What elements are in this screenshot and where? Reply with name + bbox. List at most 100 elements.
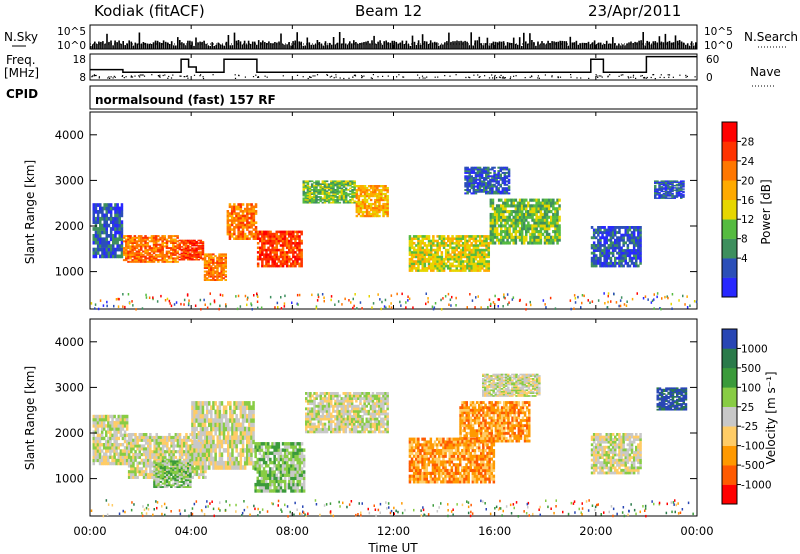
noise-bar: [150, 44, 153, 49]
scatter-cell: [626, 238, 630, 242]
scatter-cell: [478, 177, 482, 180]
scatter-cell: [581, 301, 583, 305]
scatter-cell: [449, 257, 452, 261]
scatter-cell: [107, 417, 110, 422]
scatter-cell: [342, 190, 346, 193]
scatter-cell: [440, 298, 442, 302]
scatter-cell: [212, 270, 215, 273]
scatter-cell: [507, 185, 511, 188]
scatter-cell: [620, 296, 623, 299]
scatter-cell: [656, 197, 659, 199]
scatter-cell: [271, 248, 274, 252]
scatter-cell: [161, 242, 164, 245]
scatter-cell: [164, 455, 167, 459]
scatter-cell: [510, 232, 513, 236]
scatter-cell: [203, 258, 207, 261]
scatter-cell: [349, 196, 352, 198]
scatter-cell: [172, 435, 175, 440]
scatter-cell: [228, 235, 232, 238]
scatter-cell: [161, 236, 164, 239]
scatter-cell: [427, 235, 431, 238]
scatter-cell: [518, 212, 522, 217]
scatter-cell: [250, 221, 253, 224]
scatter-cell: [224, 267, 228, 270]
scatter-cell: [144, 470, 148, 474]
scatter-cell: [199, 248, 203, 251]
scatter-cell: [436, 251, 439, 254]
scatter-cell: [96, 234, 100, 238]
scatter-cell: [323, 198, 327, 201]
scatter-cell: [193, 248, 196, 251]
nave-point: [266, 76, 268, 78]
scatter-cell: [618, 241, 621, 245]
scatter-cell: [246, 223, 249, 227]
scatter-cell: [118, 234, 122, 238]
scatter-cell: [111, 461, 114, 466]
scatter-cell: [96, 436, 100, 441]
scatter-cell: [155, 257, 158, 260]
noise-bar: [158, 42, 161, 49]
scatter-cell: [529, 215, 532, 219]
scatter-cell: [178, 433, 182, 437]
scatter-cell: [230, 212, 234, 215]
scatter-cell: [408, 269, 412, 272]
scatter-cell: [208, 267, 211, 270]
scatter-cell: [512, 230, 516, 234]
noise-bar: [292, 41, 294, 49]
scatter-cell: [321, 183, 325, 186]
noise-bar: [189, 40, 191, 49]
scatter-cell: [235, 223, 238, 227]
scatter-cell: [170, 240, 173, 243]
noise-bar: [401, 40, 404, 49]
scatter-cell: [140, 433, 144, 437]
scatter-cell: [412, 267, 416, 270]
scatter-cell: [478, 178, 482, 181]
nave-point: [151, 74, 153, 76]
scatter-cell: [94, 452, 98, 456]
nave-point: [654, 78, 656, 80]
scatter-cell: [119, 458, 123, 463]
scatter-cell: [361, 204, 365, 208]
scatter-cell: [478, 189, 482, 192]
scatter-cell: [349, 190, 352, 193]
scatter-cell: [495, 187, 498, 190]
scatter-cell: [302, 181, 306, 184]
scatter-cell: [480, 170, 484, 173]
scatter-cell: [138, 438, 142, 442]
scatter-cell: [639, 228, 642, 232]
scatter-cell: [201, 249, 205, 252]
scatter-cell: [224, 265, 228, 268]
noise-bar: [561, 40, 563, 49]
scatter-cell: [164, 470, 167, 474]
scatter-cell: [298, 262, 301, 266]
scatter-cell: [107, 247, 111, 252]
scatter-cell: [336, 190, 339, 193]
scatter-cell: [165, 260, 169, 263]
noise-bar: [583, 42, 586, 49]
scatter-cell: [479, 237, 482, 240]
scatter-cell: [197, 247, 201, 249]
nave-point: [354, 75, 357, 77]
scatter-cell: [682, 195, 685, 197]
scatter-cell: [495, 178, 498, 181]
scatter-cell: [113, 436, 116, 441]
scatter-cell: [487, 269, 491, 272]
scatter-cell: [474, 255, 478, 259]
scatter-cell: [660, 180, 664, 182]
scatter-cell: [423, 251, 427, 254]
noise-bar: [272, 43, 274, 49]
scatter-cell: [281, 260, 285, 263]
scatter-cell: [140, 458, 144, 462]
nave-point: [510, 76, 512, 78]
scatter-cell: [214, 272, 217, 275]
scatter-cell: [298, 264, 301, 268]
scatter-cell: [94, 430, 98, 434]
noise-bar: [308, 42, 311, 49]
scatter-cell: [237, 228, 240, 231]
scatter-cell: [618, 249, 621, 252]
scatter-cell: [440, 267, 444, 270]
scatter-cell: [436, 255, 439, 259]
scatter-cell: [96, 446, 100, 450]
scatter-cell: [628, 228, 632, 232]
scatter-cell: [425, 257, 429, 261]
